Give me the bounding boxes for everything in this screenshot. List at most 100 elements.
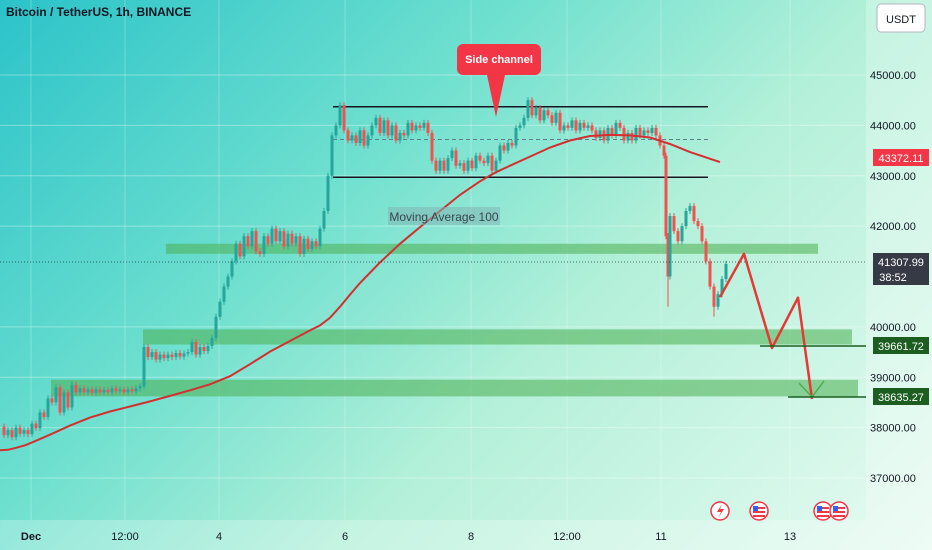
candle-body bbox=[318, 228, 322, 247]
lightning-icon[interactable] bbox=[710, 501, 730, 521]
y-tick-label: 45000.00 bbox=[870, 70, 916, 82]
candle-body bbox=[130, 389, 134, 392]
candle-body bbox=[98, 389, 102, 393]
us-flag-icon[interactable] bbox=[749, 501, 769, 521]
candle-body bbox=[2, 426, 6, 436]
candle-body bbox=[122, 389, 126, 393]
y-tick-label: 42000.00 bbox=[870, 221, 916, 233]
candle-body bbox=[10, 430, 14, 438]
callout-box bbox=[457, 44, 541, 75]
grid bbox=[0, 0, 866, 520]
candle-body bbox=[194, 341, 198, 355]
candle-body bbox=[150, 352, 154, 358]
chart-title: Bitcoin / TetherUS, 1h, BINANCE bbox=[6, 5, 191, 19]
candle-body bbox=[238, 243, 242, 257]
candle-body bbox=[206, 346, 210, 352]
candle-body bbox=[696, 221, 700, 227]
candle-body bbox=[338, 105, 342, 126]
candle-body bbox=[62, 392, 66, 413]
candle-body bbox=[566, 125, 570, 128]
candle-body bbox=[522, 117, 526, 126]
candle-body bbox=[214, 316, 218, 338]
candle-body bbox=[554, 112, 558, 123]
currency-button[interactable]: USDT bbox=[876, 3, 926, 33]
svg-text:39661.72: 39661.72 bbox=[878, 341, 924, 353]
candle-body bbox=[506, 143, 510, 151]
candle-body bbox=[290, 233, 294, 244]
candle-body bbox=[700, 226, 704, 242]
candle-body bbox=[598, 130, 602, 138]
us-flag-icon[interactable] bbox=[813, 501, 833, 521]
candle-body bbox=[234, 243, 238, 262]
candle-body bbox=[174, 353, 178, 358]
candle-body bbox=[546, 110, 550, 116]
candle-body bbox=[716, 294, 720, 307]
candle-body bbox=[142, 347, 146, 387]
candle-body bbox=[622, 127, 626, 141]
candle-body bbox=[362, 130, 366, 146]
candle-body bbox=[382, 120, 386, 133]
candle-body bbox=[170, 354, 174, 358]
price-candles bbox=[2, 97, 728, 441]
candle-body bbox=[402, 132, 406, 136]
candle-body bbox=[226, 276, 230, 287]
candle-body bbox=[158, 354, 162, 360]
candle-body bbox=[222, 286, 226, 302]
candle-body bbox=[638, 127, 642, 136]
candle-body bbox=[626, 132, 630, 141]
y-tick-label: 37000.00 bbox=[870, 473, 916, 485]
candle-body bbox=[490, 155, 494, 171]
candle-body bbox=[274, 228, 278, 242]
candle-body bbox=[450, 150, 454, 159]
candle-body bbox=[138, 386, 142, 389]
candle-body bbox=[618, 122, 622, 128]
moving-average-line bbox=[0, 133, 721, 452]
candle-body bbox=[558, 112, 562, 131]
candle-body bbox=[502, 145, 506, 151]
zone-rect bbox=[166, 243, 818, 254]
candle-body bbox=[574, 120, 578, 131]
candle-body bbox=[50, 398, 54, 403]
candle-body bbox=[78, 388, 82, 393]
candle-body bbox=[74, 384, 78, 393]
us-flag-icon[interactable] bbox=[829, 501, 849, 521]
price-badge-43372: 43372.11 bbox=[873, 149, 929, 166]
candle-body bbox=[692, 205, 696, 222]
candle-body bbox=[210, 337, 214, 347]
candle-body bbox=[350, 135, 354, 141]
side-channel-callout[interactable]: Side channel bbox=[457, 44, 541, 117]
candle-body bbox=[470, 160, 474, 169]
candle-body bbox=[374, 117, 378, 126]
candle-body bbox=[386, 120, 390, 136]
callout-label: Side channel bbox=[465, 54, 533, 66]
candle-body bbox=[680, 226, 684, 242]
candle-body bbox=[322, 211, 326, 229]
price-badge-current: 41307.99 38:52 bbox=[873, 253, 929, 285]
candle-body bbox=[462, 163, 466, 171]
candle-body bbox=[278, 231, 282, 242]
candle-body bbox=[106, 389, 110, 393]
candle-body bbox=[586, 125, 590, 128]
candle-body bbox=[82, 388, 86, 393]
candle-body bbox=[34, 423, 38, 429]
candle-body bbox=[246, 236, 250, 247]
candle-body bbox=[26, 430, 30, 435]
candle-body bbox=[458, 163, 462, 166]
candle-body bbox=[254, 231, 258, 252]
candle-body bbox=[550, 115, 554, 123]
candle-body bbox=[406, 122, 410, 136]
candle-body bbox=[398, 132, 402, 141]
time-axis-panel bbox=[0, 520, 932, 550]
candle-body bbox=[242, 236, 246, 257]
candle-body bbox=[486, 155, 490, 164]
candle-body bbox=[534, 107, 538, 116]
candle-body bbox=[326, 175, 330, 212]
x-tick-label: 6 bbox=[342, 531, 348, 543]
candle-body bbox=[676, 231, 680, 242]
candle-body bbox=[482, 160, 486, 164]
candle-body bbox=[684, 211, 688, 227]
candle-body bbox=[162, 354, 166, 359]
ma-label: Moving Average 100 bbox=[389, 210, 499, 224]
candle-body bbox=[642, 130, 646, 136]
